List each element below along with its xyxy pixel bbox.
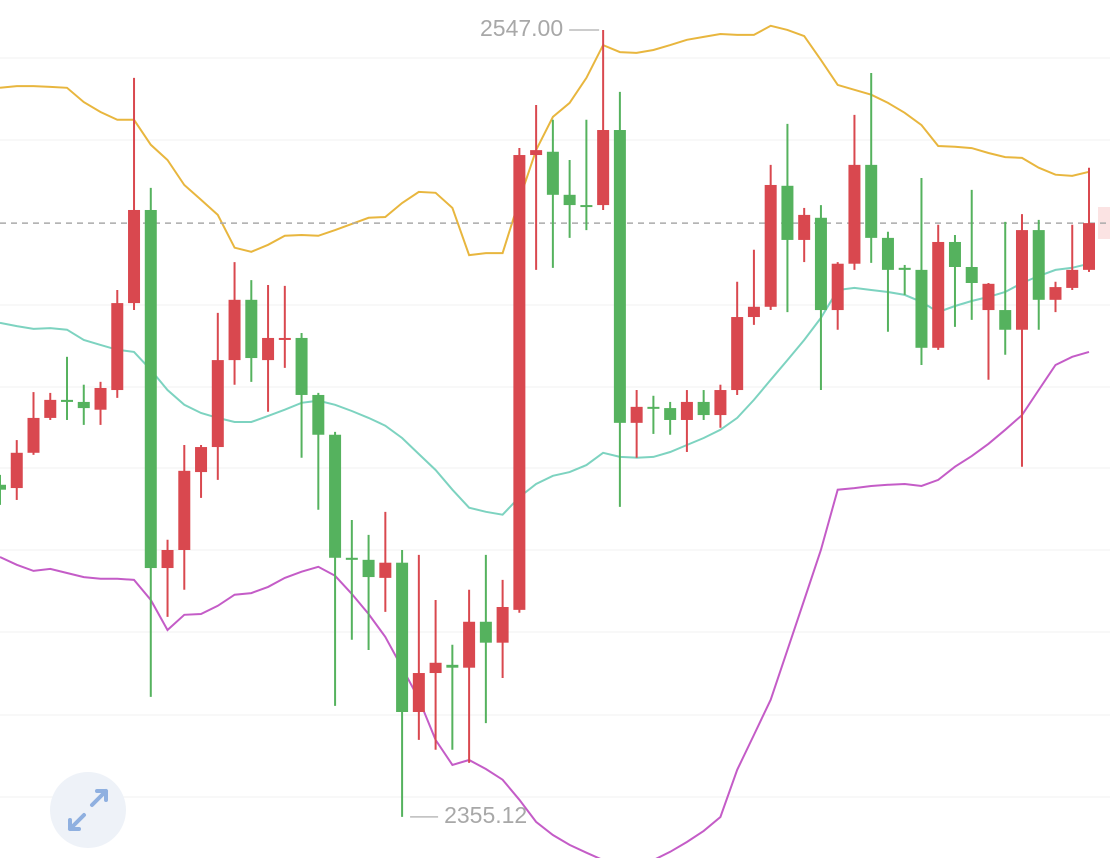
candle-body: [396, 562, 409, 712]
candle-body: [1066, 269, 1079, 288]
candle-body: [731, 317, 744, 391]
candle-body: [747, 306, 760, 318]
band-line: [0, 24, 1090, 257]
candle-body: [764, 184, 777, 307]
candle-body: [479, 621, 492, 643]
candle-body: [312, 394, 325, 435]
bands: [0, 24, 1090, 858]
candle-body: [44, 399, 57, 418]
candle-body: [865, 164, 878, 238]
candle-body: [898, 267, 911, 270]
candle-body: [362, 559, 375, 578]
candle-body: [848, 164, 861, 264]
candle-body: [0, 484, 6, 490]
candle-body: [429, 662, 442, 674]
candle-body: [329, 434, 342, 558]
candle-body: [211, 360, 224, 448]
candle-body: [714, 390, 727, 416]
candle-body: [228, 299, 241, 361]
candle-body: [999, 310, 1012, 330]
candle-body: [1049, 287, 1062, 300]
band-line: [0, 350, 1090, 858]
candle-body: [613, 130, 626, 423]
candle-body: [530, 150, 543, 156]
candle-body: [463, 621, 476, 668]
candle-body: [1032, 230, 1045, 300]
candle-body: [647, 406, 660, 409]
candle-body: [245, 299, 258, 359]
candle-body: [563, 194, 576, 206]
candle-body: [27, 417, 40, 453]
candle-body: [781, 185, 794, 240]
candle-body: [798, 214, 811, 240]
candle-body: [814, 217, 827, 311]
candle-body: [61, 399, 74, 402]
candle-body: [513, 155, 526, 610]
candle-body: [965, 266, 978, 283]
candle-body: [379, 562, 392, 578]
candle-body: [1015, 230, 1028, 330]
candle-body: [932, 241, 945, 348]
candle-body: [697, 401, 710, 416]
candle-body: [161, 549, 174, 569]
candle-body: [1083, 223, 1095, 270]
candle-body: [630, 406, 643, 423]
band-line: [0, 262, 1090, 516]
candle-body: [77, 401, 90, 409]
candle-body: [295, 337, 308, 395]
candle-body: [597, 130, 610, 206]
candle-body: [111, 303, 124, 391]
expand-circle[interactable]: [50, 772, 126, 848]
candle-body: [496, 606, 509, 643]
high-label: 2547.00: [480, 15, 563, 41]
candle-body: [262, 337, 275, 361]
candles: [0, 29, 1095, 817]
candle-body: [446, 664, 459, 668]
candle-body: [546, 151, 559, 195]
candle-body: [195, 447, 208, 473]
candle-body: [664, 408, 677, 420]
candle-body: [881, 237, 894, 270]
candle-body: [831, 263, 844, 311]
candle-body: [948, 241, 961, 267]
candle-body: [94, 387, 107, 410]
candle-body: [10, 452, 23, 489]
expand-button[interactable]: [50, 772, 126, 848]
candle-body: [128, 209, 141, 304]
candle-body: [580, 205, 593, 208]
candle-body: [278, 337, 291, 340]
candle-body: [144, 209, 157, 569]
candle-body: [982, 283, 995, 311]
candle-body: [178, 470, 191, 550]
low-label: 2355.12: [444, 802, 527, 828]
candle-body: [915, 269, 928, 348]
expand-icon[interactable]: [68, 789, 108, 831]
candle-body: [345, 557, 358, 560]
candle-body: [680, 401, 693, 420]
candle-body: [412, 673, 425, 712]
